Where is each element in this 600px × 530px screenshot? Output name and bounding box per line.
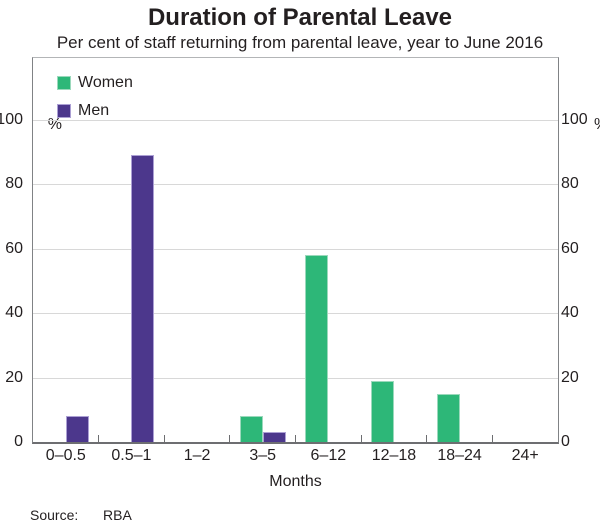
- x-tick-label: 1–2: [183, 447, 211, 464]
- bar-women: [305, 255, 329, 442]
- x-tick-label: 6–12: [310, 447, 347, 464]
- y-tick-label-right: 20: [561, 368, 579, 386]
- y-tick-label-left: 20: [5, 368, 23, 386]
- source-value: RBA: [103, 507, 132, 523]
- y-axis-unit-right: %: [594, 115, 600, 135]
- bar-men: [131, 155, 155, 442]
- x-tick-label: 0–0.5: [45, 447, 86, 464]
- x-tick-mark: [229, 435, 231, 442]
- x-tick-label: 18–24: [437, 447, 482, 464]
- gridline: [33, 184, 558, 186]
- x-tick-label: 3–5: [249, 447, 277, 464]
- bar-men: [262, 432, 286, 442]
- legend-item-men: Men: [57, 102, 133, 120]
- x-tick-label: 24+: [511, 447, 539, 464]
- chart-title: Duration of Parental Leave: [147, 4, 453, 31]
- gridline: [33, 120, 558, 121]
- gridline: [33, 313, 558, 315]
- bar-men: [65, 416, 89, 442]
- gridline: [33, 248, 558, 250]
- bar-women: [436, 393, 460, 442]
- x-axis-label: Months: [269, 473, 322, 490]
- y-tick-label-left: 80: [5, 175, 23, 193]
- y-tick-label-left: 60: [5, 239, 23, 257]
- x-tick-mark: [491, 435, 493, 442]
- legend-swatch-women: [57, 76, 71, 90]
- y-tick-label-right: 60: [561, 239, 579, 257]
- y-tick-label-left: 100: [0, 111, 23, 128]
- plot-area: % % Women Men: [32, 57, 600, 444]
- x-tick-label: 0.5–1: [111, 447, 152, 464]
- legend: Women Men: [57, 74, 133, 130]
- x-tick-mark: [163, 435, 165, 442]
- y-tick-label-left: 40: [5, 304, 23, 322]
- y-tick-label-left: 0: [14, 433, 23, 450]
- y-tick-label-right: 40: [561, 304, 579, 322]
- legend-item-women: Women: [57, 74, 133, 92]
- source-line: Source: RBA: [30, 507, 132, 523]
- x-tick-mark: [426, 435, 428, 442]
- bar-women: [239, 416, 263, 442]
- chart-subtitle: Per cent of staff returning from parenta…: [56, 33, 544, 52]
- x-tick-mark: [98, 435, 100, 442]
- y-tick-label-right: 100: [561, 111, 588, 128]
- x-tick-mark: [360, 435, 362, 442]
- legend-label-men: Men: [78, 102, 110, 119]
- x-tick-mark: [295, 435, 296, 442]
- x-tick-label: 12–18: [371, 447, 417, 464]
- y-tick-label-right: 80: [561, 175, 579, 193]
- legend-swatch-men: [57, 104, 71, 118]
- y-tick-label-right: 0: [561, 433, 570, 450]
- gridline: [33, 377, 558, 379]
- source-label: Source:: [30, 507, 79, 523]
- bar-women: [370, 380, 394, 442]
- legend-label-women: Women: [78, 74, 133, 91]
